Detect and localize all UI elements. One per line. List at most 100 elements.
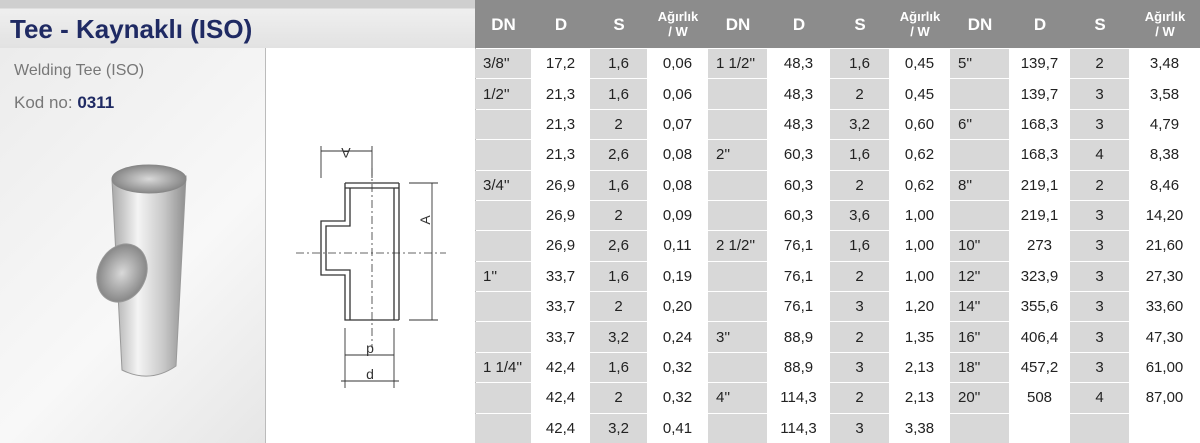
code-label: Kod no: bbox=[14, 93, 73, 112]
dn-cell: 4'' bbox=[708, 383, 768, 413]
cell: 2 bbox=[830, 383, 890, 413]
cell: 168,3 bbox=[1010, 140, 1070, 170]
cell: 0,62 bbox=[890, 170, 950, 200]
dn-cell: 18'' bbox=[950, 352, 1010, 383]
header-line: S bbox=[1094, 14, 1106, 34]
header-line: DN bbox=[967, 14, 993, 34]
dn-cell bbox=[950, 200, 1010, 231]
dn-cell bbox=[708, 413, 768, 443]
cell: 139,7 bbox=[1010, 79, 1070, 109]
cell: 48,3 bbox=[768, 109, 830, 140]
dn-cell: 2'' bbox=[708, 140, 768, 170]
header-line: D bbox=[554, 14, 568, 34]
dim-label: p bbox=[366, 340, 374, 356]
cell: 4,79 bbox=[1130, 109, 1200, 140]
dn-cell bbox=[475, 231, 532, 261]
dn-cell bbox=[475, 109, 532, 140]
dn-cell bbox=[708, 292, 768, 322]
cell: 33,60 bbox=[1130, 292, 1200, 322]
cell: 2 bbox=[1070, 49, 1130, 79]
column-header: Ağırlık / W bbox=[890, 0, 950, 48]
cell: 3 bbox=[830, 292, 890, 322]
dn-cell: 2 1/2'' bbox=[708, 231, 768, 261]
cell: 76,1 bbox=[768, 292, 830, 322]
cell: 2 bbox=[830, 79, 890, 109]
cell: 0,11 bbox=[648, 231, 708, 261]
cell: 1,6 bbox=[590, 170, 648, 200]
dimension-lines bbox=[320, 146, 438, 388]
cell: 4 bbox=[1070, 140, 1130, 170]
cell: 42,4 bbox=[532, 383, 590, 413]
cell: 3,2 bbox=[590, 322, 648, 352]
cell: 1,6 bbox=[590, 352, 648, 383]
column-header: D bbox=[532, 0, 590, 48]
header-line: D bbox=[792, 14, 806, 34]
dn-cell bbox=[475, 383, 532, 413]
branch-opening bbox=[96, 243, 148, 303]
cell: 1,35 bbox=[890, 322, 950, 352]
cell: 139,7 bbox=[1010, 49, 1070, 79]
cell: 1,6 bbox=[590, 261, 648, 292]
dn-cell bbox=[950, 79, 1010, 109]
header-line: / W bbox=[668, 24, 688, 39]
cell: 219,1 bbox=[1010, 170, 1070, 200]
dn-cell: 8'' bbox=[950, 170, 1010, 200]
cell: 60,3 bbox=[768, 140, 830, 170]
cell: 2,6 bbox=[590, 231, 648, 261]
cell: 3 bbox=[1070, 200, 1130, 231]
cell: 2,6 bbox=[590, 140, 648, 170]
cell: 0,45 bbox=[890, 79, 950, 109]
code-line: Kod no: 0311 bbox=[14, 93, 114, 113]
cell: 48,3 bbox=[768, 79, 830, 109]
cell: 14,20 bbox=[1130, 200, 1200, 231]
cell: 87,00 bbox=[1130, 383, 1200, 413]
title: Tee - Kaynaklı (ISO) bbox=[10, 14, 253, 44]
dn-cell: 3/8'' bbox=[475, 49, 532, 79]
dn-cell: 5'' bbox=[950, 49, 1010, 79]
cell bbox=[1130, 413, 1200, 443]
cell: 42,4 bbox=[532, 413, 590, 443]
cell bbox=[1070, 413, 1130, 443]
cell: 3 bbox=[1070, 109, 1130, 140]
header-line: Ağırlık bbox=[899, 9, 941, 24]
cell: 21,3 bbox=[532, 140, 590, 170]
cell: 3 bbox=[1070, 261, 1130, 292]
cell: 0,32 bbox=[648, 352, 708, 383]
dn-cell bbox=[475, 292, 532, 322]
cell: 3,6 bbox=[830, 200, 890, 231]
cell: 26,9 bbox=[532, 231, 590, 261]
dn-cell bbox=[950, 413, 1010, 443]
cell: 21,60 bbox=[1130, 231, 1200, 261]
dn-cell: 20'' bbox=[950, 383, 1010, 413]
column-header: S bbox=[1070, 0, 1130, 48]
technical-drawing: A A p d bbox=[266, 48, 476, 443]
cell: 2,13 bbox=[890, 383, 950, 413]
cell: 76,1 bbox=[768, 261, 830, 292]
dn-cell: 12'' bbox=[950, 261, 1010, 292]
dn-cell: 1/2'' bbox=[475, 79, 532, 109]
cell: 17,2 bbox=[532, 49, 590, 79]
header-line: / W bbox=[1155, 24, 1175, 39]
dn-cell bbox=[708, 261, 768, 292]
cell: 1,6 bbox=[830, 49, 890, 79]
dn-cell: 3'' bbox=[708, 322, 768, 352]
cell: 3 bbox=[1070, 231, 1130, 261]
cell: 323,9 bbox=[1010, 261, 1070, 292]
cell bbox=[1010, 413, 1070, 443]
column-header: DN bbox=[475, 0, 532, 48]
cell: 1,00 bbox=[890, 231, 950, 261]
cell: 0,08 bbox=[648, 140, 708, 170]
cell: 3,2 bbox=[830, 109, 890, 140]
header-line: S bbox=[854, 14, 866, 34]
dn-cell bbox=[950, 140, 1010, 170]
cell: 2,13 bbox=[890, 352, 950, 383]
cell: 0,32 bbox=[648, 383, 708, 413]
dn-cell bbox=[708, 352, 768, 383]
cell: 2 bbox=[590, 109, 648, 140]
dn-cell bbox=[708, 79, 768, 109]
cell: 0,06 bbox=[648, 79, 708, 109]
cell: 27,30 bbox=[1130, 261, 1200, 292]
cell: 26,9 bbox=[532, 170, 590, 200]
